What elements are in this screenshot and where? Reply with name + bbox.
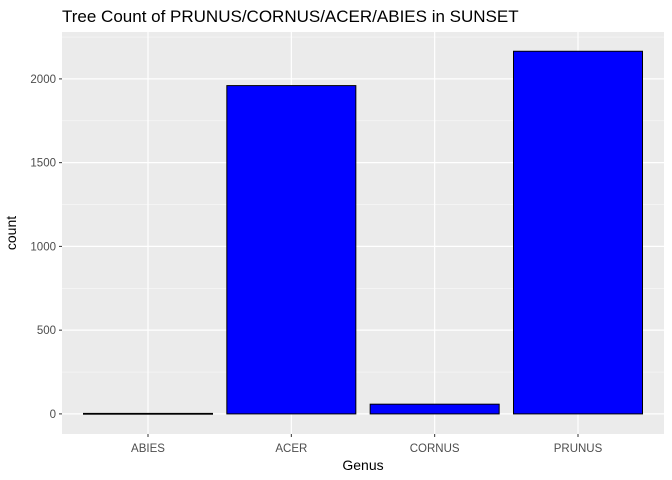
y-axis-title: count (3, 216, 19, 250)
y-tick-label: 1000 (30, 241, 56, 253)
bars (83, 50, 643, 415)
x-tick-label: CORNUS (410, 443, 460, 455)
bar-cornus (369, 403, 500, 415)
y-tick-label: 500 (37, 325, 56, 337)
y-tick-label: 0 (50, 409, 56, 421)
y-axis: 0 500 1000 1500 2000 (30, 74, 62, 421)
bar-acer (226, 85, 357, 415)
chart-title: Tree Count of PRUNUS/CORNUS/ACER/ABIES i… (62, 7, 519, 26)
x-tick-label: PRUNUS (554, 443, 603, 455)
bar-prunus (513, 50, 643, 415)
y-tick-label: 1500 (30, 158, 56, 170)
x-axis: ABIES ACER CORNUS PRUNUS (131, 434, 603, 455)
x-tick-label: ABIES (131, 443, 165, 455)
x-axis-title: Genus (342, 457, 383, 473)
bar-abies (83, 412, 213, 415)
y-tick-label: 2000 (30, 74, 56, 86)
x-tick-label: ACER (275, 443, 307, 455)
